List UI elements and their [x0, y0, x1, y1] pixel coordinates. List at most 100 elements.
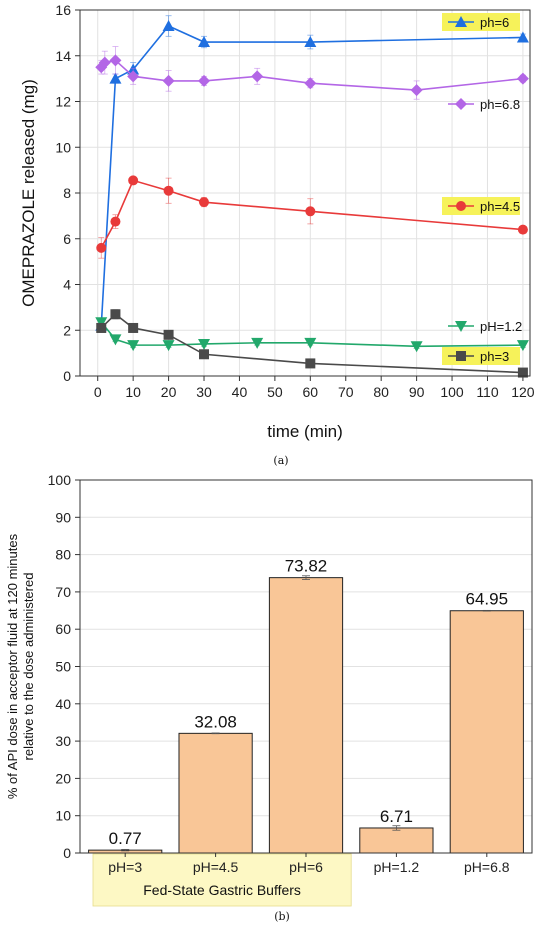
bar-chart-panel: 0 10 20 30 40 50 60 70 80 90 100 pH=3 pH=4.5 pH=6 pH=1…: [5, 472, 533, 923]
data-point: [162, 74, 175, 87]
y-tick-label: 50: [55, 659, 71, 675]
bar: [359, 827, 434, 854]
y-axis-label: OMEPRAZOLE released (mg): [19, 79, 38, 307]
legend-marker: [455, 98, 467, 110]
y-tick-label: 14: [55, 48, 71, 64]
data-point: [98, 56, 111, 69]
data-point: [410, 84, 423, 97]
series-ph-6: [95, 15, 529, 331]
axis-ticks: 0 10 20 30 40 50 60 70 80 90 100 pH=3 pH=4.5 pH=6 pH=1…: [48, 472, 510, 875]
y-tick-label: 20: [55, 770, 71, 786]
bar: [449, 610, 524, 854]
bar: [178, 732, 253, 854]
y-tick-label: 30: [55, 733, 71, 749]
data-point: [162, 20, 175, 32]
legend: ph=6 ph=6.8 ph=4.5 pH=1.2 ph=3: [442, 13, 522, 365]
data-point: [516, 72, 529, 85]
data-point: [110, 216, 121, 227]
x-tick-label: 100: [440, 384, 464, 400]
y-tick-label: 80: [55, 547, 71, 563]
series-ph-1-2: [95, 317, 529, 353]
data-point: [163, 329, 174, 340]
bar-group-ph-6-8: 64.95: [449, 590, 524, 854]
panel-caption: (b): [274, 910, 290, 923]
y-tick-label: 16: [55, 2, 71, 18]
data-point: [127, 70, 140, 83]
bar-group-ph-1-2: 6.71: [359, 807, 434, 854]
plot-frame: [79, 479, 533, 854]
x-tick-label: pH=6: [289, 859, 323, 875]
x-tick-label: pH=1.2: [374, 859, 420, 875]
y-tick-label: 60: [55, 621, 71, 637]
data-point: [109, 72, 122, 84]
legend-label: ph=6.8: [480, 97, 520, 112]
data-point: [128, 322, 139, 333]
y-tick-label: 2: [63, 322, 71, 338]
legend-marker: [455, 16, 467, 27]
data-point: [199, 197, 210, 208]
data-point: [305, 358, 316, 369]
y-axis-label-line1: % of API dose in acceptor fluid at 120 m…: [5, 533, 20, 799]
panel-caption: (a): [273, 454, 288, 467]
x-tick-label: 90: [409, 384, 425, 400]
y-tick-label: 100: [48, 472, 72, 488]
x-tick-label: pH=4.5: [193, 859, 239, 875]
legend-item-ph-4-5: ph=4.5: [442, 197, 520, 215]
x-tick-label: 30: [196, 384, 212, 400]
data-point: [162, 340, 175, 352]
data-point: [516, 340, 529, 352]
legend-label: pH=1.2: [480, 319, 522, 334]
data-point: [198, 36, 211, 48]
y-tick-label: 4: [63, 277, 71, 293]
data-point: [517, 224, 528, 235]
series-line: [100, 59, 523, 91]
data-label: 73.82: [285, 557, 328, 576]
x-tick-label: pH=6.8: [464, 859, 510, 875]
data-point: [305, 206, 316, 217]
y-tick-label: 6: [63, 231, 71, 247]
data-label: 6.71: [380, 807, 413, 826]
x-axis-label: time (min): [267, 422, 343, 441]
x-tick-label: 10: [125, 384, 141, 400]
series-layer: [95, 15, 529, 378]
y-tick-label: 0: [63, 368, 71, 384]
data-point: [96, 322, 107, 333]
y-tick-label: 0: [63, 845, 71, 861]
x-tick-label: 40: [232, 384, 248, 400]
x-tick-label: pH=3: [108, 859, 142, 875]
data-point: [251, 70, 264, 83]
y-axis-label-line2: relative to the dose administered: [21, 573, 36, 761]
x-tick-label: 110: [476, 384, 499, 400]
data-point: [95, 317, 108, 329]
y-tick-label: 10: [55, 139, 71, 155]
y-tick-label: 90: [55, 509, 71, 525]
axis-ticks: 0 2 4 6 8 10 12 14 16 0 10 20 30 40 50 60 70 80 90 100 110 12…: [55, 2, 534, 400]
legend-item-ph-6-8: ph=6.8: [448, 97, 520, 112]
data-label: 0.77: [109, 829, 142, 848]
bar-group-ph-4-5: 32.08: [178, 712, 253, 854]
data-point: [516, 31, 529, 43]
y-tick-label: 10: [55, 808, 71, 824]
bars-layer: 0.77 32.08 73.82 6.71 64.95: [88, 557, 524, 854]
x-tick-label: 0: [94, 384, 102, 400]
series-ph-4-5: [96, 175, 528, 259]
data-label: 64.95: [466, 590, 509, 609]
legend-marker: [456, 201, 466, 211]
data-point: [304, 36, 317, 48]
x-tick-label: 70: [338, 384, 354, 400]
series-ph-6-8: [95, 46, 529, 100]
y-tick-label: 40: [55, 696, 71, 712]
x-tick-label: 20: [161, 384, 177, 400]
x-tick-label: 60: [303, 384, 319, 400]
group-highlight: [92, 853, 352, 907]
y-tick-label: 8: [63, 185, 71, 201]
bar-group-ph-6: 73.82: [268, 557, 344, 854]
legend-item-ph-3: ph=3: [442, 347, 520, 365]
series-ph-3: [96, 309, 528, 378]
line-chart-panel: 0 2 4 6 8 10 12 14 16 0 10 20 30 40 50 60 70 80 90 100 110 12…: [19, 2, 535, 467]
legend-item-ph-6: ph=6: [442, 13, 520, 31]
data-point: [110, 309, 121, 320]
data-point: [109, 334, 122, 346]
y-tick-label: 12: [55, 94, 71, 110]
